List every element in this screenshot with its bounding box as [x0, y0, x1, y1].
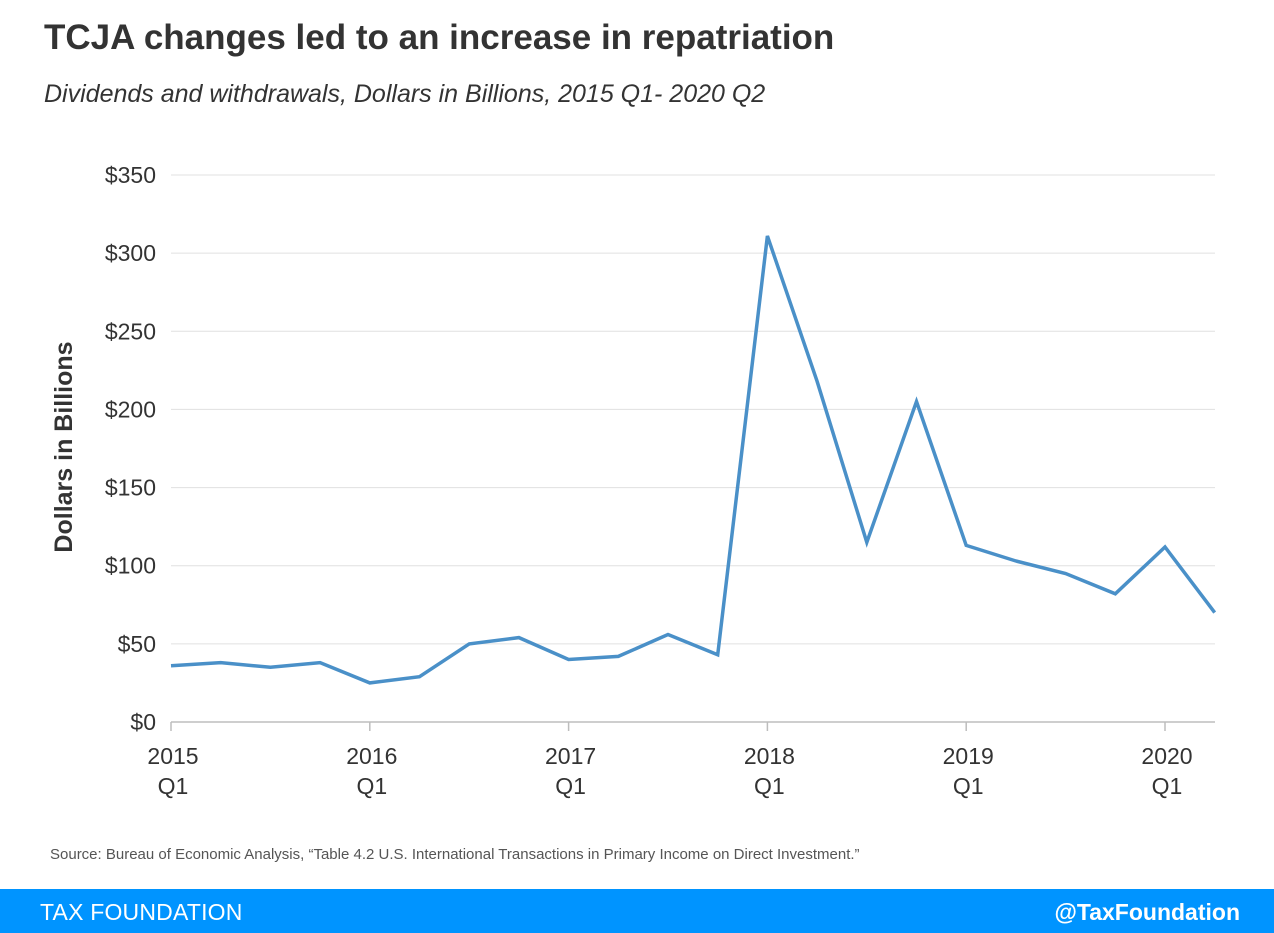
x-tick-label-year: 2015 [147, 743, 198, 769]
series-layer [170, 235, 1217, 685]
footer-brand: TAX FOUNDATION [40, 899, 243, 925]
y-axis-label: Dollars in Billions [50, 341, 78, 552]
x-axis [170, 721, 1215, 731]
y-tick-label: $100 [105, 553, 156, 579]
y-axis-tick-labels: $0 $50 $100 $150 $200 $250 $300 $350 [105, 162, 156, 735]
x-tick-label-quarter: Q1 [953, 773, 984, 799]
y-tick-label: $350 [105, 162, 156, 188]
gridlines [171, 174, 1215, 645]
x-tick-label-year: 2019 [943, 743, 994, 769]
y-tick-label: $250 [105, 318, 156, 344]
x-tick-label-year: 2018 [744, 743, 795, 769]
x-tick-label-quarter: Q1 [158, 773, 189, 799]
footer-handle: @TaxFoundation [1054, 899, 1240, 925]
series-line [170, 235, 1217, 685]
y-tick-label: $300 [105, 240, 156, 266]
y-tick-label: $150 [105, 475, 156, 501]
y-tick-label: $50 [118, 631, 156, 657]
y-tick-label: $200 [105, 396, 156, 422]
chart-title: TCJA changes led to an increase in repat… [44, 18, 835, 57]
x-axis-tick-labels: 2015 Q1 2016 Q1 2017 Q1 2018 Q1 2019 Q1 2020 Q1 [147, 743, 1192, 799]
x-tick-label-quarter: Q1 [356, 773, 387, 799]
chart-subtitle: Dividends and withdrawals, Dollars in Bi… [44, 80, 766, 108]
x-tick-label-year: 2016 [346, 743, 397, 769]
x-tick-label-year: 2017 [545, 743, 596, 769]
x-tick-label-year: 2020 [1141, 743, 1192, 769]
y-tick-label: $0 [130, 709, 156, 735]
footer-bar: TAX FOUNDATION @TaxFoundation [0, 889, 1274, 933]
x-tick-label-quarter: Q1 [1152, 773, 1183, 799]
x-tick-label-quarter: Q1 [555, 773, 586, 799]
line-chart: $0 $50 $100 $150 $200 $250 $300 $350 2015 Q1 2016… [50, 162, 1217, 799]
x-tick-label-quarter: Q1 [754, 773, 785, 799]
source-note: Source: Bureau of Economic Analysis, “Ta… [50, 846, 860, 863]
